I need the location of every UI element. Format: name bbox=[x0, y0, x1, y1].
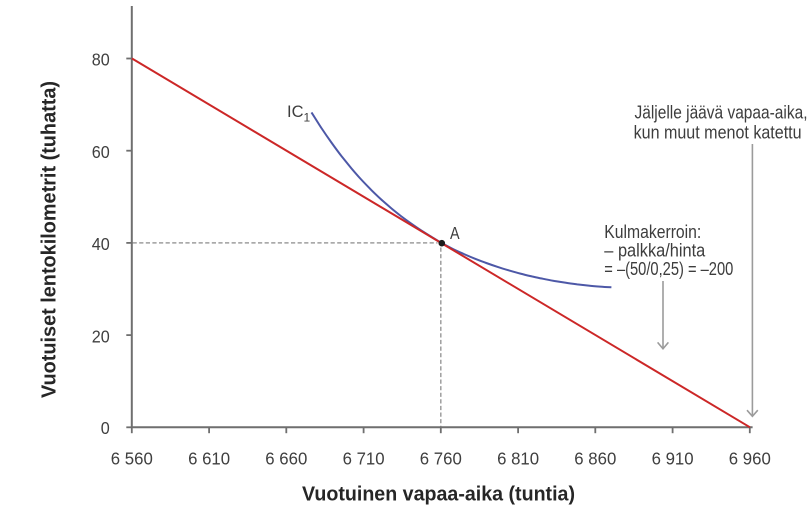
svg-text:6 660: 6 660 bbox=[265, 449, 307, 469]
svg-text:6 710: 6 710 bbox=[343, 449, 385, 469]
svg-text:6 610: 6 610 bbox=[188, 449, 230, 469]
svg-text:Vuotuiset lentokilometrit (tuh: Vuotuiset lentokilometrit (tuhatta) bbox=[39, 81, 61, 398]
svg-text:6 860: 6 860 bbox=[574, 449, 616, 469]
svg-text:= –(50/0,25) = –200: = –(50/0,25) = –200 bbox=[604, 258, 733, 279]
svg-text:40: 40 bbox=[92, 234, 110, 254]
svg-text:20: 20 bbox=[92, 326, 110, 346]
svg-text:– palkka/hinta: – palkka/hinta bbox=[604, 240, 706, 261]
svg-text:Jäljelle jäävä vapaa-aika,: Jäljelle jäävä vapaa-aika, bbox=[635, 102, 808, 123]
svg-text:Vuotuinen vapaa-aika (tuntia): Vuotuinen vapaa-aika (tuntia) bbox=[302, 484, 575, 506]
svg-text:60: 60 bbox=[92, 142, 110, 162]
svg-text:kun muut menot katettu: kun muut menot katettu bbox=[634, 121, 802, 142]
svg-text:0: 0 bbox=[101, 418, 110, 438]
svg-text:A: A bbox=[450, 223, 460, 243]
svg-text:6 560: 6 560 bbox=[111, 449, 153, 469]
svg-text:6 760: 6 760 bbox=[420, 449, 462, 469]
svg-text:6 910: 6 910 bbox=[652, 449, 694, 469]
svg-text:6 810: 6 810 bbox=[497, 449, 539, 469]
svg-text:Kulmakerroin:: Kulmakerroin: bbox=[604, 221, 701, 242]
svg-text:80: 80 bbox=[92, 50, 110, 70]
svg-text:6 960: 6 960 bbox=[729, 449, 771, 469]
